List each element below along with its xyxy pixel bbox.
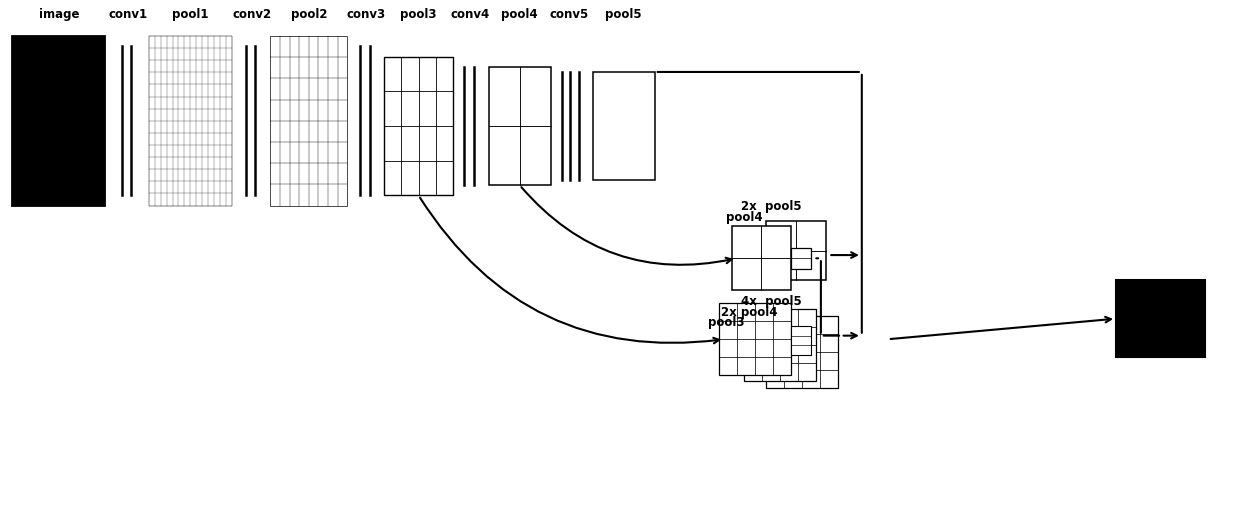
- Bar: [744, 309, 816, 381]
- Text: pool3: pool3: [708, 316, 745, 329]
- Text: conv5: conv5: [549, 8, 589, 21]
- Bar: [719, 303, 791, 375]
- Text: pool5: pool5: [605, 8, 642, 21]
- Bar: [791, 248, 811, 268]
- Text: pool1: pool1: [172, 8, 208, 21]
- Text: conv4: conv4: [450, 8, 490, 21]
- Text: pool3: pool3: [401, 8, 436, 21]
- Bar: [791, 326, 811, 355]
- Bar: [12, 36, 105, 206]
- Bar: [489, 67, 551, 185]
- Text: 4x  pool5: 4x pool5: [742, 296, 801, 308]
- Text: 2x pool4: 2x pool4: [720, 306, 777, 319]
- Text: pool4: pool4: [725, 211, 763, 224]
- Bar: [270, 36, 347, 206]
- Bar: [593, 72, 655, 180]
- Text: conv3: conv3: [346, 8, 386, 21]
- Text: pool2: pool2: [290, 8, 327, 21]
- Bar: [766, 221, 826, 280]
- Text: conv1: conv1: [108, 8, 148, 21]
- Text: 2x  pool5: 2x pool5: [742, 200, 801, 213]
- Bar: [766, 316, 838, 388]
- Bar: [384, 57, 453, 195]
- Text: pool4: pool4: [501, 8, 538, 21]
- Bar: [732, 226, 791, 290]
- Text: image: image: [38, 8, 79, 21]
- Text: conv2: conv2: [232, 8, 272, 21]
- Bar: [1116, 280, 1205, 357]
- Bar: [149, 36, 232, 206]
